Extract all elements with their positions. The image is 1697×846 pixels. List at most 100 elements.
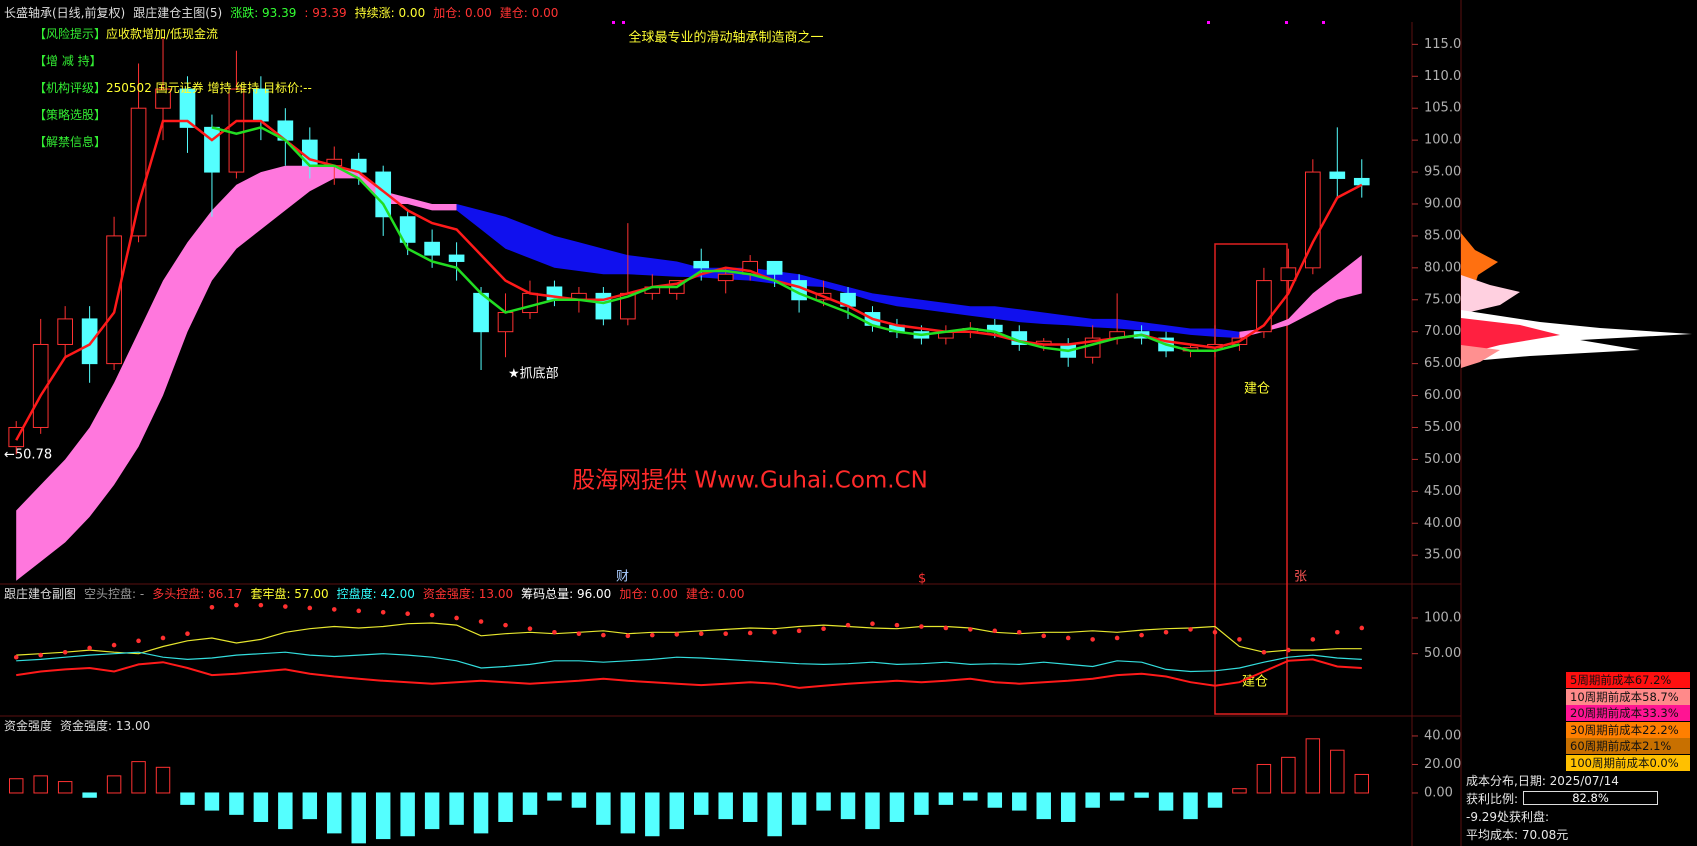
- dot: [331, 607, 337, 612]
- dot: [283, 604, 288, 609]
- dot: [625, 633, 631, 639]
- y-tick-label: 35.00: [1424, 548, 1461, 563]
- dot: [503, 622, 508, 628]
- legend-item: 控盘度: 42.00: [336, 587, 415, 601]
- legend-item: 空头控盘: -: [84, 587, 145, 601]
- dot: [1163, 629, 1169, 635]
- dot: [821, 626, 826, 631]
- info-text: 应收款增加/低现金流: [106, 27, 219, 41]
- candle-body: [1353, 177, 1370, 186]
- dot: [111, 642, 117, 648]
- dot: [356, 608, 362, 614]
- marker: [1207, 21, 1210, 24]
- dot: [1310, 637, 1316, 642]
- profit-fill: [1524, 792, 1635, 804]
- bar: [816, 792, 831, 811]
- build-label: 建仓: [1244, 382, 1270, 397]
- bar: [938, 792, 954, 805]
- legend-item: 筹码总量: 96.00: [521, 587, 612, 601]
- legend-item: 加仓: 0.00: [619, 587, 678, 601]
- bar: [9, 778, 24, 794]
- info-tag: 【解禁信息】: [34, 135, 107, 149]
- bar: [1183, 792, 1198, 820]
- candle-body: [522, 292, 538, 314]
- candle-body: [497, 312, 514, 333]
- candle-body: [81, 318, 98, 365]
- bar: [253, 792, 269, 822]
- candle-body: [1305, 171, 1321, 269]
- legend-item: 加仓: 0.00: [433, 6, 492, 20]
- period-row: 20周期前成本33.3%: [1566, 705, 1690, 722]
- dot: [650, 632, 655, 638]
- dot: [576, 631, 582, 636]
- x-marker: 财: [616, 570, 629, 585]
- dot: [1212, 629, 1218, 635]
- marker: [1322, 21, 1325, 24]
- bar: [963, 792, 978, 801]
- dot: [136, 638, 141, 644]
- info-line: 【解禁信息】: [34, 133, 106, 150]
- dot: [1237, 637, 1242, 642]
- dot: [747, 630, 753, 636]
- dot: [870, 621, 875, 626]
- legend-row: 长盛轴承(日线,前复权) 跟庄建仓主图(5) 涨跌: 93.39: 93.39 持续涨…: [4, 4, 558, 22]
- dot: [1261, 649, 1267, 655]
- candle-body: [693, 260, 710, 269]
- bar: [791, 792, 807, 825]
- dot: [1065, 635, 1071, 641]
- bar: [131, 761, 146, 794]
- x-marker: 张: [1294, 570, 1307, 585]
- build-label: 建仓: [1242, 675, 1268, 690]
- bar: [742, 792, 758, 822]
- dot: [454, 615, 459, 621]
- info-text: 250502 国元证券 增持 维持 目标价:--: [106, 81, 312, 95]
- dot: [674, 632, 680, 637]
- legend-title: 长盛轴承(日线,前复权): [4, 6, 126, 20]
- candle-body: [1280, 267, 1297, 282]
- y-tick-label: 85.00: [1424, 228, 1461, 243]
- legend-indicator: 跟庄建仓主图(5): [133, 6, 223, 20]
- dot: [160, 635, 166, 641]
- signal-label: ★抓底部: [508, 366, 559, 382]
- bar: [669, 792, 684, 830]
- bar: [645, 792, 660, 837]
- bar: [1281, 756, 1296, 794]
- dot: [772, 629, 777, 635]
- info-tag: 【增 减 持】: [34, 54, 102, 68]
- dot: [1286, 647, 1291, 653]
- legend-item: 资金强度: 13.00: [60, 719, 151, 733]
- candle-body: [399, 216, 416, 243]
- marker: [622, 21, 625, 24]
- bar: [1158, 792, 1174, 811]
- y-tick-label: 95.00: [1424, 165, 1461, 180]
- y-tick-label: 100.0: [1424, 133, 1461, 148]
- dot: [1139, 632, 1144, 638]
- candle-body: [204, 126, 220, 173]
- y-tick-label: 0.00: [1424, 785, 1453, 800]
- profile: [1461, 310, 1692, 362]
- dot: [1359, 625, 1365, 631]
- y-tick-label: 70.00: [1424, 324, 1461, 339]
- bar: [82, 792, 97, 798]
- info-tag: 【策略选股】: [34, 108, 107, 122]
- low-label: ←50.78: [4, 448, 52, 463]
- bar: [522, 792, 538, 815]
- legend-title: 资金强度: [4, 719, 53, 733]
- dot: [1041, 633, 1047, 639]
- avg-cost: 平均成本: 70.08元: [1466, 828, 1569, 842]
- y-tick-label: 100.0: [1424, 610, 1461, 625]
- bar: [1109, 792, 1125, 801]
- bar: [1085, 792, 1100, 808]
- profit-bar: 82.8%: [1523, 791, 1658, 805]
- y-tick-label: 45.00: [1424, 484, 1461, 499]
- y-tick-label: 40.00: [1424, 516, 1461, 531]
- y-tick-label: 75.00: [1424, 292, 1461, 307]
- band: [1239, 255, 1362, 339]
- y-tick-label: 115.0: [1424, 37, 1461, 52]
- candle-body: [473, 292, 489, 333]
- y-tick-label: 50.00: [1424, 452, 1461, 467]
- line: [16, 651, 1362, 673]
- bar: [449, 792, 464, 825]
- legend-item: 涨跌: 93.39: [230, 6, 297, 20]
